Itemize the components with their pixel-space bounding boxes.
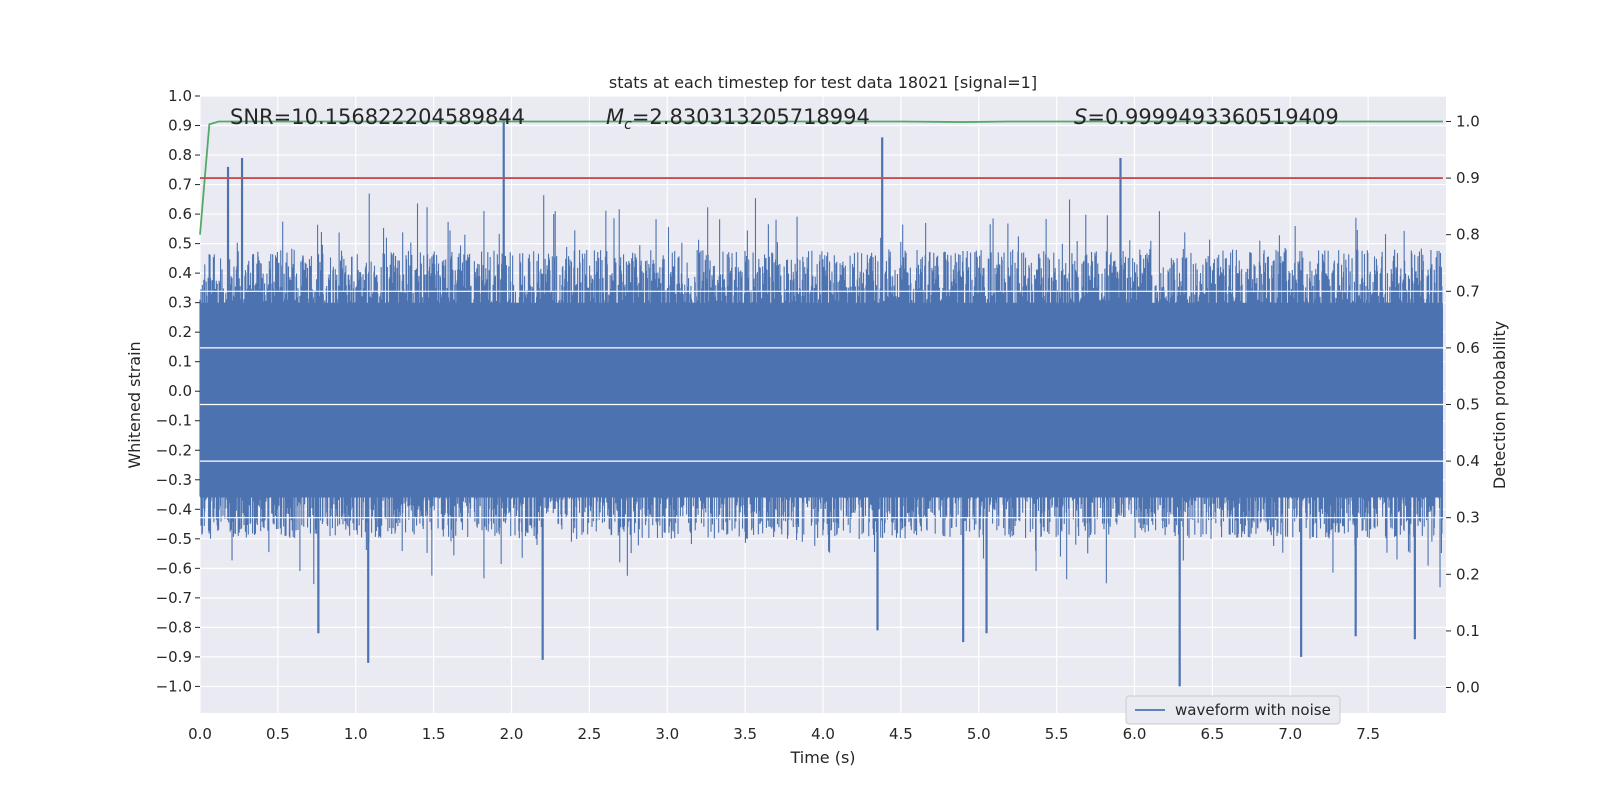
y-tick-label-10: 0.0	[168, 382, 192, 400]
waveform-core	[200, 302, 1443, 498]
y-tick-label-17: −0.7	[156, 589, 192, 607]
legend-box	[1125, 695, 1341, 725]
legend: waveform with noise	[1125, 695, 1341, 725]
x-tick-label-13: 6.5	[1200, 725, 1224, 743]
y2-tick-label-3: 0.7	[1456, 282, 1480, 300]
x-tick-label-4: 2.0	[500, 725, 524, 743]
y2-tick-label-8: 0.2	[1456, 565, 1480, 583]
y-tick-label-2: 0.8	[168, 146, 192, 164]
y2-tick-label-2: 0.8	[1456, 226, 1480, 244]
y-tick-label-20: −1.0	[156, 677, 192, 695]
y2-tick-label-6: 0.4	[1456, 452, 1480, 470]
y-tick-label-4: 0.6	[168, 205, 192, 223]
y2-tick-label-7: 0.3	[1456, 509, 1480, 527]
y2-tick-label-4: 0.6	[1456, 339, 1480, 357]
y-tick-label-9: 0.1	[168, 353, 192, 371]
x-tick-label-9: 4.5	[889, 725, 913, 743]
probability-line	[199, 120, 1443, 235]
x-axis-ticks: 0.0 0.5 1.0 1.5 2.0 2.5 3.0 3.5 4.0 4.5 5.0 5.5 6.0 6…	[188, 725, 1380, 743]
y-tick-label-11: −0.1	[156, 412, 192, 430]
y-tick-label-8: 0.2	[168, 323, 192, 341]
x-tick-label-1: 0.5	[266, 725, 290, 743]
y-tick-label-5: 0.5	[168, 235, 192, 253]
probability-overlay	[199, 120, 1446, 519]
x-tick-label-15: 7.5	[1356, 725, 1380, 743]
chirp-mass-annotation: Mc=2.830313205718994	[606, 105, 870, 133]
y-tick-label-3: 0.7	[168, 176, 192, 194]
y-tick-label-12: −0.2	[156, 441, 192, 459]
y-tick-label-0: 1.0	[168, 87, 192, 105]
y-tick-label-14: −0.4	[156, 500, 192, 518]
snr-annotation: SNR=10.156822204589844	[230, 105, 525, 129]
y2-axis-label: Detection probability	[1490, 321, 1509, 489]
y-tick-label-16: −0.6	[156, 559, 192, 577]
x-axis-label: Time (s)	[789, 748, 855, 767]
x-tick-label-5: 2.5	[577, 725, 601, 743]
y-tick-label-1: 0.9	[168, 117, 192, 135]
x-tick-label-0: 0.0	[188, 725, 212, 743]
y-tick-label-6: 0.4	[168, 264, 192, 282]
chart-title: stats at each timestep for test data 180…	[609, 73, 1037, 92]
score-annotation: S=0.9999493360519409	[1074, 105, 1339, 129]
x-tick-label-10: 5.0	[967, 725, 991, 743]
y-axis-label: Whitened strain	[125, 341, 144, 468]
y2-tick-label-0: 1.0	[1456, 112, 1480, 130]
y-tick-label-15: −0.5	[156, 530, 192, 548]
y2-tick-label-1: 0.9	[1456, 169, 1480, 187]
y2-tick-label-9: 0.1	[1456, 622, 1480, 640]
chirp-mass-value: =2.830313205718994	[632, 105, 870, 129]
x-tick-label-2: 1.0	[344, 725, 368, 743]
y-axis-ticks: 1.0 0.9 0.8 0.7 0.6 0.5 0.4 0.3 0.2 0.1 0.0 −0.1 −0.…	[156, 87, 200, 695]
y-tick-label-7: 0.3	[168, 294, 192, 312]
x-tick-label-12: 6.0	[1123, 725, 1147, 743]
x-tick-label-3: 1.5	[422, 725, 446, 743]
x-tick-label-6: 3.0	[655, 725, 679, 743]
y-tick-label-19: −0.9	[156, 648, 192, 666]
y2-tick-label-10: 0.0	[1456, 679, 1480, 697]
x-tick-label-14: 7.0	[1278, 725, 1302, 743]
score-value: =0.9999493360519409	[1087, 105, 1338, 129]
x-tick-label-11: 5.5	[1045, 725, 1069, 743]
x-tick-label-7: 3.5	[733, 725, 757, 743]
score-symbol: S	[1074, 105, 1087, 129]
legend-label-waveform: waveform with noise	[1175, 701, 1331, 719]
y2-axis-ticks: 1.0 0.9 0.8 0.7 0.6 0.5 0.4 0.3 0.2 0.1 0.0	[1446, 112, 1480, 697]
chirp-mass-subscript: c	[624, 117, 632, 133]
x-tick-label-8: 4.0	[811, 725, 835, 743]
y-tick-label-18: −0.8	[156, 618, 192, 636]
y-tick-label-13: −0.3	[156, 471, 192, 489]
y2-tick-label-5: 0.5	[1456, 396, 1480, 414]
waveform-series	[199, 119, 1443, 687]
chirp-mass-symbol: M	[606, 105, 624, 129]
